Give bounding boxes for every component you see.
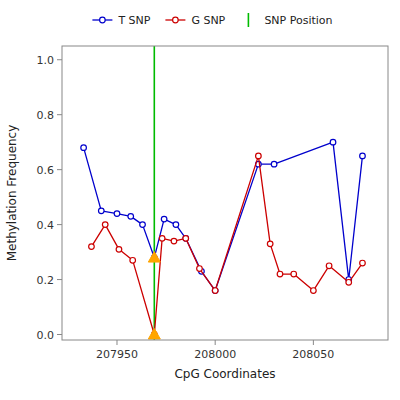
legend-label: T SNP [117, 14, 150, 27]
snp-position-line [154, 46, 156, 340]
legend-item: SNP Position [248, 13, 332, 27]
legend-swatch [248, 13, 250, 27]
chart-container: 207950 208000 208050 0.0 0.2 0.4 0.6 0.8 1.0 CpG … [0, 0, 400, 400]
y-tick-label: 0.4 [37, 219, 55, 232]
x-tick-label: 208050 [292, 348, 334, 361]
point-marker [183, 236, 189, 242]
legend-item: T SNP [92, 14, 150, 27]
y-tick-label: 0.6 [37, 164, 55, 177]
plot-background [62, 46, 388, 340]
point-marker [130, 258, 136, 264]
y-tick [57, 169, 62, 170]
axes: 207950 208000 208050 0.0 0.2 0.4 0.6 0.8 1.0 [37, 54, 335, 361]
y-tick-label: 0.2 [37, 274, 55, 287]
y-tick-label: 0.0 [37, 329, 55, 342]
point-marker [291, 271, 297, 277]
x-tick [215, 340, 216, 345]
legend-swatch-marker [100, 17, 106, 23]
y-tick-label: 1.0 [37, 54, 55, 67]
x-axis-label: CpG Coordinates [174, 367, 275, 381]
point-marker [102, 222, 108, 228]
legend: T SNP G SNP SNP Position [92, 13, 332, 27]
point-marker [159, 236, 165, 242]
legend-item: G SNP [165, 14, 225, 27]
point-marker [128, 214, 134, 220]
point-marker [360, 260, 366, 266]
y-tick-label: 0.8 [37, 109, 55, 122]
point-marker [161, 216, 167, 222]
point-marker [330, 139, 336, 145]
y-tick [57, 279, 62, 280]
legend-label: G SNP [191, 14, 225, 27]
point-marker [277, 271, 283, 277]
y-tick [57, 334, 62, 335]
point-marker [173, 222, 179, 228]
series-line [84, 142, 363, 290]
point-marker [256, 153, 262, 159]
series-1 [89, 153, 366, 337]
x-tick-label: 208000 [194, 348, 236, 361]
x-tick [116, 340, 117, 345]
point-marker [311, 288, 317, 294]
y-axis-label: Methylation Frequency [5, 125, 19, 262]
point-marker [267, 241, 273, 247]
series-2 [154, 46, 155, 340]
point-marker [81, 145, 87, 151]
point-marker [114, 211, 120, 217]
point-marker [140, 222, 146, 228]
triangle-marker [148, 329, 160, 340]
point-marker [212, 288, 218, 294]
legend-label: SNP Position [264, 14, 332, 27]
triangle-marker [148, 252, 160, 263]
plot-area [81, 46, 365, 340]
chart: 207950 208000 208050 0.0 0.2 0.4 0.6 0.8 1.0 CpG … [0, 0, 400, 400]
series-0 [81, 139, 365, 293]
y-tick [57, 114, 62, 115]
point-marker [326, 263, 332, 269]
point-marker [271, 161, 277, 167]
point-marker [360, 153, 366, 159]
point-marker [89, 244, 95, 250]
legend-swatch-marker [173, 17, 179, 23]
series-line [91, 156, 362, 335]
y-tick [57, 224, 62, 225]
point-marker [98, 208, 104, 214]
point-marker [171, 238, 177, 244]
point-marker [183, 236, 189, 242]
series-3 [148, 252, 160, 339]
point-marker [212, 288, 218, 294]
x-tick-label: 207950 [96, 348, 138, 361]
y-tick [57, 59, 62, 60]
plot-frame [62, 46, 388, 340]
point-marker [116, 247, 122, 253]
point-marker [197, 266, 203, 272]
x-tick [313, 340, 314, 345]
point-marker [346, 279, 352, 285]
